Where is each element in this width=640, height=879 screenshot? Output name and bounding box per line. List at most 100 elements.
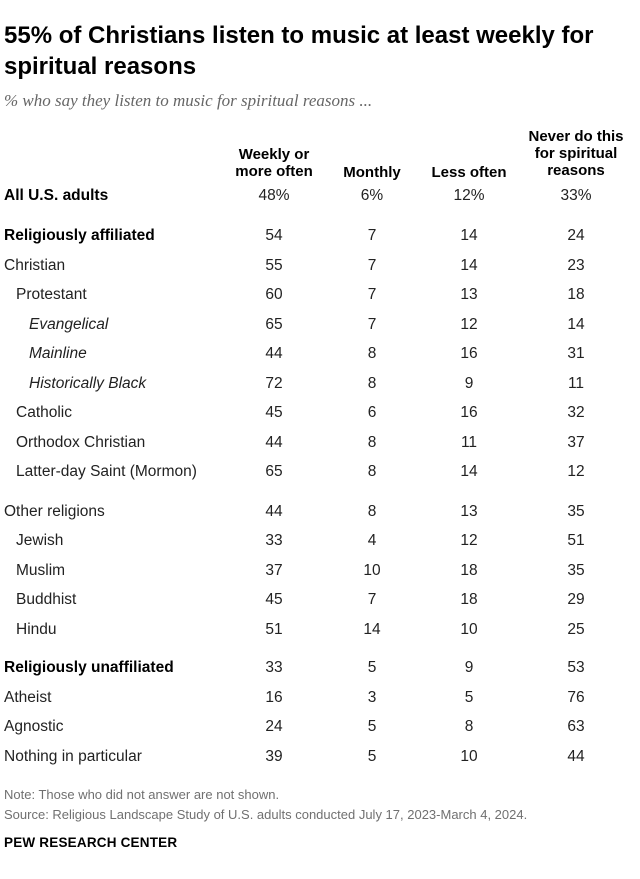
chart-subtitle: % who say they listen to music for spiri… [4,91,373,110]
table-cell: 3 [367,689,377,706]
brand-name: PEW RESEARCH CENTER [4,835,178,850]
table-cell: 25 [567,621,585,638]
table-cell: 23 [567,257,585,274]
row-label: Muslim [16,562,66,579]
table-row: Mainline 44 8 16 31 [0,344,640,364]
table-cell: 10 [363,562,381,579]
table-cell: 16 [265,689,283,706]
table-cell: 44 [265,503,283,520]
table-cell: 6% [360,187,384,204]
table-cell: 14 [460,227,478,244]
table-cell: 76 [567,689,585,706]
table-row: Muslim 37 10 18 35 [0,561,640,581]
table-cell: 35 [567,503,585,520]
row-label: Jewish [16,532,64,549]
table-cell: 13 [460,286,478,303]
column-header-line: Never do this [528,128,624,145]
chart-source: Source: Religious Landscape Study of U.S… [4,807,528,822]
row-label: Orthodox Christian [16,434,146,451]
table-cell: 9 [464,659,474,676]
row-label: Nothing in particular [4,748,142,765]
row-label: Other religions [4,503,105,520]
table-row: Historically Black 72 8 9 11 [0,374,640,394]
table-cell: 8 [367,503,377,520]
table-cell: 8 [367,375,377,392]
table-cell: 5 [367,748,377,765]
table-cell: 37 [265,562,283,579]
table-cell: 72 [265,375,283,392]
column-header-weekly: Weekly or more often [214,146,334,180]
table-cell: 44 [567,748,585,765]
row-label: Buddhist [16,591,77,608]
table-cell: 14 [460,463,478,480]
table-row: Evangelical 65 7 12 14 [0,315,640,335]
table-cell: 48% [258,187,290,204]
table-cell: 7 [367,286,377,303]
column-header-line: Less often [431,164,507,181]
table-row: Latter-day Saint (Mormon) 65 8 14 12 [0,462,640,482]
table-cell: 13 [460,503,478,520]
column-header-less-often: Less often [409,164,529,181]
table-cell: 8 [367,463,377,480]
table-cell: 65 [265,463,283,480]
table-cell: 18 [567,286,585,303]
table-cell: 33 [265,532,283,549]
table-cell: 12% [453,187,485,204]
table-cell: 5 [367,659,377,676]
table-row: Hindu 51 14 10 25 [0,620,640,640]
table-cell: 12 [460,316,478,333]
row-label: Agnostic [4,718,64,735]
table-cell: 4 [367,532,377,549]
table-cell: 8 [464,718,474,735]
table-cell: 10 [460,748,478,765]
table-cell: 39 [265,748,283,765]
table-cell: 14 [460,257,478,274]
table-cell: 31 [567,345,585,362]
table-cell: 54 [265,227,283,244]
table-cell: 45 [265,591,283,608]
table-cell: 60 [265,286,283,303]
table-cell: 24 [567,227,585,244]
chart-title: 55% of Christians listen to music at lea… [4,22,594,80]
table-cell: 33 [265,659,283,676]
table-cell: 14 [567,316,585,333]
table-cell: 5 [464,689,474,706]
table-cell: 10 [460,621,478,638]
table-row: Agnostic 24 5 8 63 [0,717,640,737]
table-cell: 8 [367,345,377,362]
chart-note: Note: Those who did not answer are not s… [4,787,280,802]
table-row: Atheist 16 3 5 76 [0,688,640,708]
table-cell: 37 [567,434,585,451]
table-row: Orthodox Christian 44 8 11 37 [0,433,640,453]
table-cell: 51 [265,621,283,638]
table-cell: 11 [460,434,478,451]
row-label: All U.S. adults [4,187,109,204]
row-label: Protestant [16,286,87,303]
table-cell: 16 [460,345,478,362]
table-cell: 35 [567,562,585,579]
column-header-line: for spiritual [534,145,618,162]
table-cell: 24 [265,718,283,735]
table-cell: 7 [367,316,377,333]
table-cell: 14 [363,621,381,638]
table-cell: 16 [460,404,478,421]
table-cell: 33% [560,187,592,204]
column-header-monthly: Monthly [312,164,432,181]
row-label: Christian [4,257,66,274]
table-row: Protestant 60 7 13 18 [0,285,640,305]
table-row: Jewish 33 4 12 51 [0,531,640,551]
column-header-never: Never do this for spiritual reasons [516,128,636,179]
table-cell: 7 [367,591,377,608]
table-cell: 44 [265,345,283,362]
row-label: Hindu [16,621,57,638]
row-label: Mainline [29,345,87,362]
table-cell: 45 [265,404,283,421]
table-cell: 63 [567,718,585,735]
row-label: Religiously unaffiliated [4,659,174,676]
table-row: Nothing in particular 39 5 10 44 [0,747,640,767]
table-row: Christian 55 7 14 23 [0,256,640,276]
column-header-line: more often [235,163,313,180]
table-cell: 53 [567,659,585,676]
table-row: Religiously unaffiliated 33 5 9 53 [0,658,640,678]
table-cell: 7 [367,227,377,244]
